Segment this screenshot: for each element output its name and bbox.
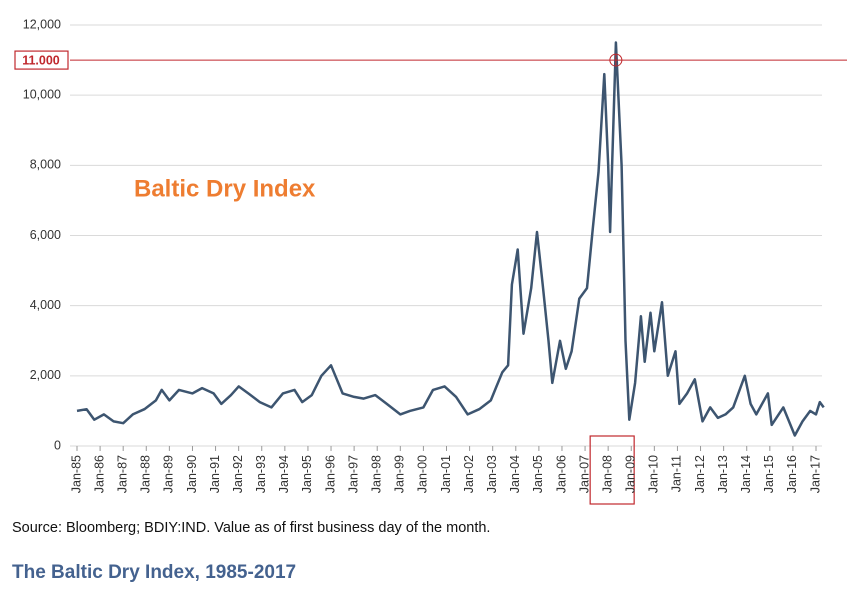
x-tick-label: Jan-86 xyxy=(92,455,106,493)
x-tick-label: Jan-90 xyxy=(185,455,199,493)
x-tick-label: Jan-07 xyxy=(577,455,591,493)
x-tick-label: Jan-88 xyxy=(139,455,153,493)
x-tick-label: Jan-00 xyxy=(416,455,430,493)
x-tick-label: Jan-09 xyxy=(624,455,638,493)
x-tick-label: Jan-98 xyxy=(370,455,384,493)
x-tick-label: Jan-13 xyxy=(716,455,730,493)
source: Source: Bloomberg; BDIY:IND. Value as of… xyxy=(12,520,490,536)
x-tick-label: Jan-94 xyxy=(277,455,291,493)
x-tick-label: Jan-85 xyxy=(69,455,83,493)
x-tick-label: Jan-99 xyxy=(393,455,407,493)
x-tick-label: Jan-15 xyxy=(762,455,776,493)
y-tick-label: 8,000 xyxy=(30,158,61,172)
x-tick-label: Jan-95 xyxy=(300,455,314,493)
x-tick-label: Jan-03 xyxy=(485,455,499,493)
y-tick-label: 6,000 xyxy=(30,228,61,242)
x-tick-label: Jan-97 xyxy=(346,455,360,493)
reference-label: 11.000 xyxy=(22,53,60,67)
x-tick-label: Jan-12 xyxy=(693,455,707,493)
y-tick-label: 4,000 xyxy=(30,298,61,312)
x-tick-label: Jan-01 xyxy=(439,455,453,493)
x-tick-label: Jan-91 xyxy=(208,455,222,493)
x-tick-label: Jan-17 xyxy=(808,455,822,493)
x-tick-label: Jan-89 xyxy=(162,455,176,493)
x-tick-label: Jan-87 xyxy=(115,455,129,493)
y-tick-label: 12,000 xyxy=(23,17,61,31)
chart-title: Baltic Dry Index xyxy=(134,175,316,202)
y-tick-label: 0 xyxy=(54,438,61,452)
x-tick-label: Jan-05 xyxy=(531,455,545,493)
reference-label-box xyxy=(14,50,69,70)
series-line xyxy=(76,41,825,437)
x-tick-label: Jan-10 xyxy=(647,455,661,493)
x-tick-label: Jan-14 xyxy=(739,455,753,493)
caption: The Baltic Dry Index, 1985-2017 xyxy=(12,562,296,583)
y-tick-label: 10,000 xyxy=(23,87,61,101)
highlight-box xyxy=(589,435,635,505)
x-tick-label: Jan-08 xyxy=(600,455,614,493)
x-tick-label: Jan-11 xyxy=(670,455,684,492)
y-tick-label: 2,000 xyxy=(30,368,61,382)
x-tick-label: Jan-92 xyxy=(231,455,245,493)
x-tick-label: Jan-06 xyxy=(554,455,568,493)
x-tick-label: Jan-96 xyxy=(323,455,337,493)
x-tick-label: Jan-16 xyxy=(785,455,799,493)
x-tick-label: Jan-93 xyxy=(254,455,268,493)
x-tick-label: Jan-04 xyxy=(508,455,522,493)
x-tick-label: Jan-02 xyxy=(462,455,476,493)
